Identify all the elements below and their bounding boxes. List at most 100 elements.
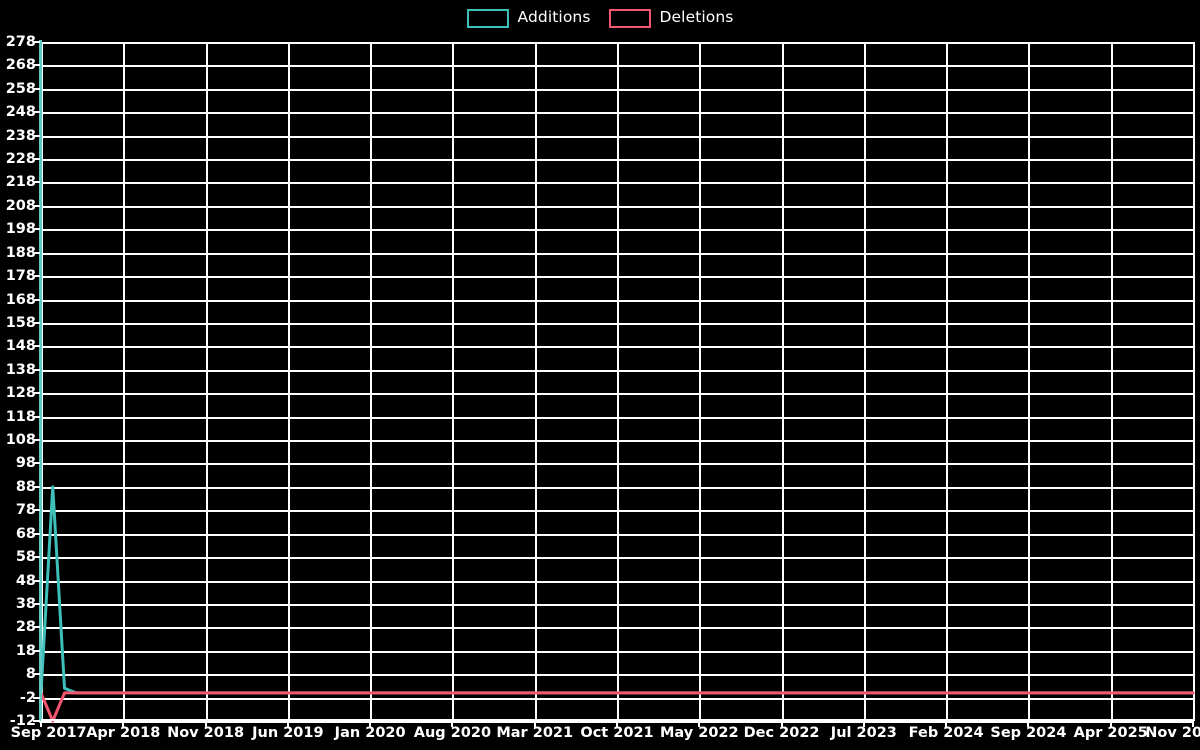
x-axis-tick-label: Mar 2021 (496, 725, 574, 741)
y-axis-tick-mark (33, 626, 40, 629)
x-axis-tick-mark (698, 721, 701, 727)
y-axis-tick-label: 158 (5, 314, 36, 331)
y-axis-tick-label: -2 (19, 689, 36, 706)
x-axis-tick-mark (533, 721, 536, 727)
y-axis-tick-label: 28 (15, 619, 36, 636)
y-axis-tick-label: 178 (5, 267, 36, 284)
y-axis-tick-mark (33, 275, 40, 278)
x-axis-tick-mark (945, 721, 948, 727)
legend-item-additions[interactable]: Additions (466, 8, 591, 28)
y-axis-tick-mark (33, 532, 40, 535)
legend-swatch-deletions (608, 8, 651, 28)
series-line-deletions (39, 691, 1195, 723)
y-axis-tick-label: 218 (5, 174, 36, 191)
x-axis-tick-mark (1192, 721, 1194, 727)
y-axis-tick-label: 18 (15, 642, 36, 659)
x-axis-tick-label: Oct 2021 (580, 725, 654, 741)
y-axis-tick-label: -12 (9, 712, 36, 729)
x-axis-tick-label: Nov 2025 (1145, 725, 1200, 741)
x-axis-tick-label: Apr 2025 (1073, 725, 1148, 741)
y-axis-tick-label: 238 (5, 127, 36, 144)
y-axis-tick-mark (33, 298, 40, 301)
y-axis-tick-mark (33, 602, 40, 605)
x-axis-tick-label: Apr 2018 (86, 725, 161, 741)
y-axis-tick-label: 258 (5, 80, 36, 97)
series-layer (39, 485, 1195, 723)
y-axis-tick-mark (33, 134, 40, 137)
x-axis-tick-mark (1109, 721, 1112, 727)
plot-area (39, 42, 1195, 723)
y-axis-tick-label: 58 (15, 548, 36, 565)
x-axis-tick-mark (122, 721, 125, 727)
x-axis-tick-label: Sep 2024 (990, 725, 1067, 741)
x-axis-tick-label: Feb 2024 (908, 725, 984, 741)
y-axis-tick-mark (33, 321, 40, 324)
y-axis-tick-label: 268 (5, 57, 36, 74)
x-axis-tick-mark (369, 721, 372, 727)
y-axis-tick-label: 128 (5, 384, 36, 401)
x-axis-tick-mark (286, 721, 289, 727)
x-axis-tick-label: Jul 2023 (830, 725, 897, 741)
y-axis-tick-mark (33, 204, 40, 207)
y-axis-tick-mark (33, 439, 40, 442)
x-axis-tick-label: Aug 2020 (413, 725, 492, 741)
gridline-vertical (1193, 42, 1195, 721)
y-axis-tick-mark (33, 41, 40, 43)
legend-label-deletions: Deletions (659, 8, 734, 27)
x-axis-tick-label: May 2022 (659, 725, 739, 741)
y-axis-tick-label: 68 (15, 525, 36, 542)
x-axis-tick-mark (1027, 721, 1030, 727)
legend-item-deletions[interactable]: Deletions (608, 8, 734, 28)
y-axis-tick-mark (33, 64, 40, 67)
y-axis-tick-mark (33, 485, 40, 488)
y-axis-tick-label: 208 (5, 197, 36, 214)
y-axis-tick-label: 8 (25, 665, 36, 682)
x-axis-labels: Sep 2017 Apr 2018 Nov 2018 Jun 2019 Jan 2020… (0, 726, 1200, 750)
y-axis-tick-label: 138 (5, 361, 36, 378)
x-axis-tick-label: Jan 2020 (334, 725, 406, 741)
x-axis-tick-mark (616, 721, 618, 727)
chart-legend: Additions Deletions (0, 0, 1200, 36)
y-axis-tick-mark (33, 509, 40, 512)
x-axis-tick-label: Dec 2022 (743, 725, 820, 741)
legend-label-additions: Additions (517, 8, 591, 27)
y-axis-tick-mark (33, 649, 40, 652)
y-axis-tick-label: 248 (5, 103, 36, 120)
y-axis-tick-mark (33, 158, 40, 161)
x-axis-tick-label: Jun 2019 (252, 725, 324, 741)
y-axis-tick-mark (33, 368, 40, 371)
legend-swatch-additions (466, 8, 509, 28)
y-axis-tick-label: 88 (15, 478, 36, 495)
y-axis-tick-mark (33, 556, 40, 559)
x-axis-tick-mark (451, 721, 454, 727)
y-axis-line (39, 40, 42, 723)
y-axis-tick-mark (33, 696, 40, 699)
y-axis-tick-label: 188 (5, 244, 36, 261)
y-axis-tick-label: 48 (15, 572, 36, 589)
y-axis-tick-mark (33, 87, 40, 90)
x-axis-line (41, 719, 1193, 721)
x-axis-tick-mark (40, 721, 42, 727)
y-axis-tick-mark (33, 345, 40, 348)
y-axis-tick-label: 168 (5, 291, 36, 308)
x-axis-tick-mark (204, 721, 207, 727)
y-axis-tick-mark (33, 673, 40, 676)
y-axis-tick-mark (33, 251, 40, 254)
y-axis-tick-label: 278 (5, 33, 36, 50)
y-axis-labels: 278 268 258 248 238 228 218 208 198 188 178 168 158 1… (0, 0, 40, 750)
x-axis-tick-mark (780, 721, 783, 727)
y-axis-tick-mark (33, 415, 40, 418)
series-line-additions (39, 485, 1195, 695)
y-axis-tick-mark (33, 392, 40, 395)
y-axis-tick-mark (33, 462, 40, 465)
y-axis-tick-label: 98 (15, 455, 36, 472)
x-axis-tick-mark (862, 721, 865, 727)
y-axis-tick-mark (33, 720, 40, 722)
y-axis-tick-mark (33, 111, 40, 114)
y-axis-tick-mark (33, 228, 40, 231)
y-axis-tick-mark (33, 579, 40, 582)
y-axis-tick-label: 38 (15, 595, 36, 612)
y-axis-tick-mark (33, 181, 40, 184)
y-axis-tick-label: 118 (5, 408, 36, 425)
